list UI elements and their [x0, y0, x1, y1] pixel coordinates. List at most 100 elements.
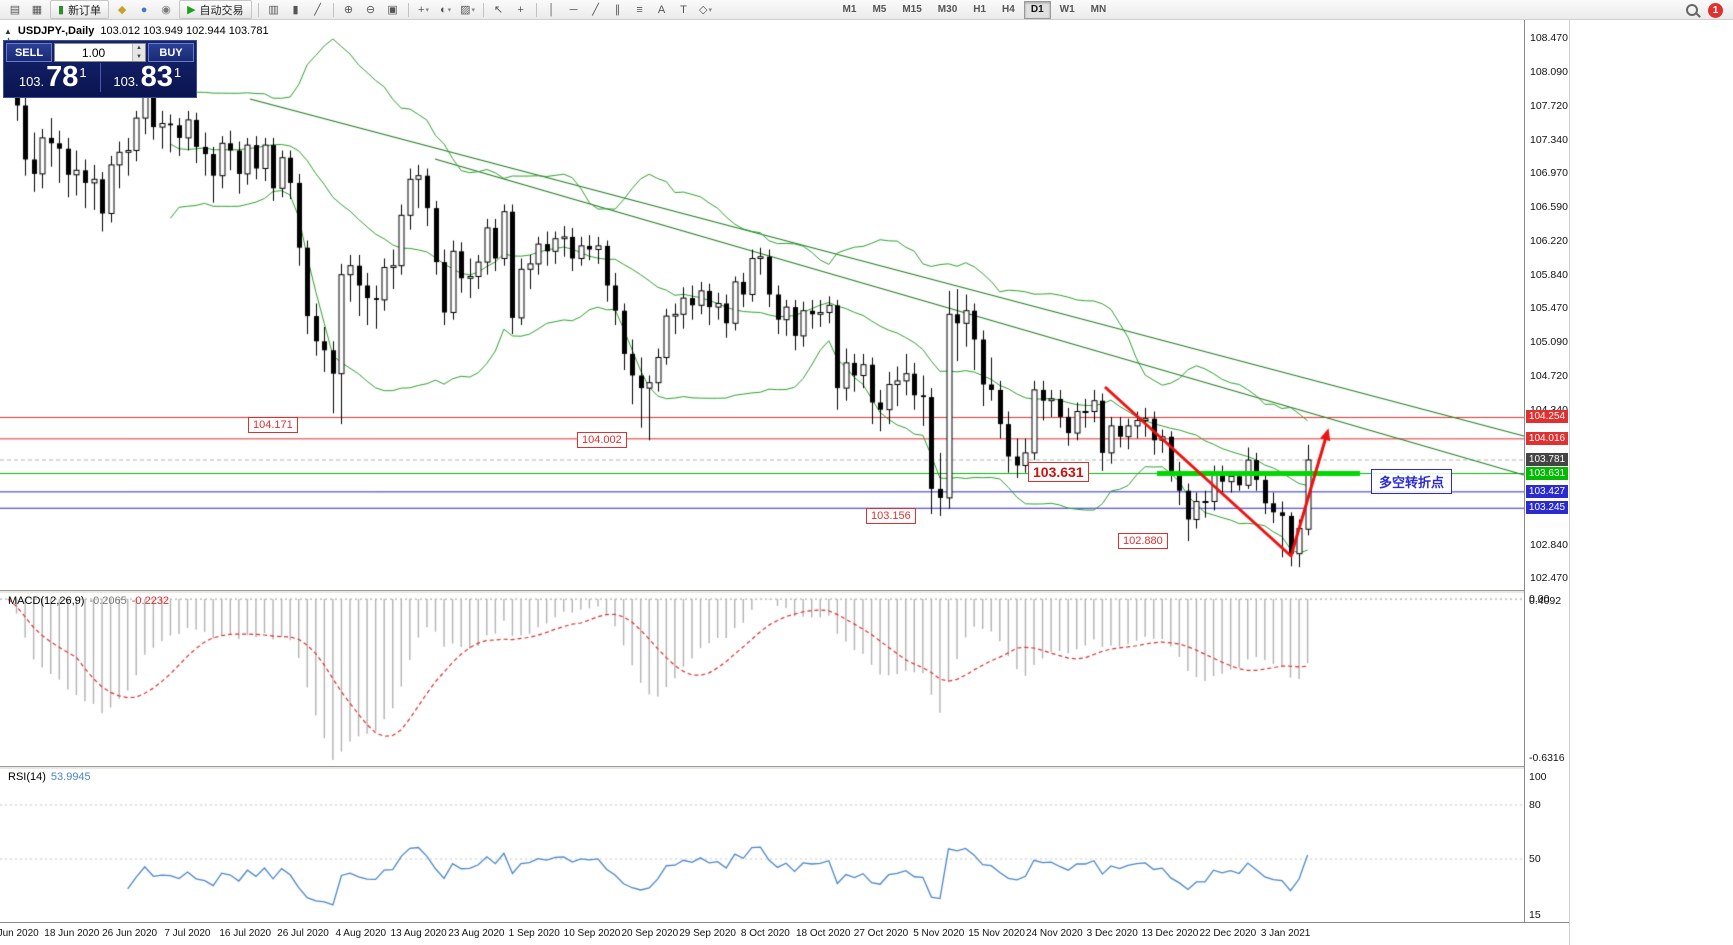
price-annotation-label[interactable]: 103.631 — [1028, 462, 1089, 482]
periods-icon[interactable]: ◐ ▾ — [439, 3, 452, 16]
one-click-collapse-icon[interactable]: ▲ — [4, 26, 12, 36]
new-order-button[interactable]: ▮ 新订单 — [50, 0, 110, 19]
autotrade-button[interactable]: ▶ 自动交易 — [179, 0, 252, 19]
price-badge: 104.254 — [1526, 410, 1568, 424]
macd-axis-zero: 0.00 — [1529, 593, 1550, 606]
price-axis-label: 106.220 — [1530, 234, 1568, 247]
current-price-badge: 103.781 — [1526, 453, 1568, 466]
fibonacci-icon[interactable]: ≡ — [636, 3, 643, 16]
timeframe-m1[interactable]: M1 — [842, 3, 857, 15]
chart-title-row: ▲ USDJPY-,Daily 103.012 103.949 102.944 … — [4, 25, 269, 37]
zoom-in-icon[interactable]: ⊕ — [343, 4, 354, 16]
templates-icon[interactable]: ▨ ▾ — [460, 4, 475, 16]
text-label-icon[interactable]: T — [680, 3, 687, 16]
toolbar: ▤ ▦ ▮ 新订单 ◆ ● ◉ ▶ 自动交易 ▥ ▮ ╱ ⊕ ⊖ ▣ + ▾ ◐ ▾ ▨ ▾ ↖ + │ ─ ╱ ∥ ≡ A T ◇ ▾ M1 M… — [0, 0, 1733, 20]
toolbar-separator — [482, 2, 484, 17]
buy-price[interactable]: 103. 83 1 — [103, 63, 193, 92]
timeframe-h1[interactable]: H1 — [973, 3, 987, 15]
price-axis[interactable]: 108.470 108.090 107.720 107.340 106.970 106.5… — [1524, 20, 1569, 922]
rsi-panel-canvas[interactable] — [0, 769, 1524, 922]
date-axis-label: 23 Aug 2020 — [448, 928, 505, 939]
macd-panel-canvas[interactable] — [0, 593, 1524, 766]
equidistant-channel-icon[interactable]: ∥ — [614, 4, 621, 16]
timeframe-h4[interactable]: H4 — [1002, 3, 1015, 15]
price-annotation-label[interactable]: 103.156 — [866, 508, 916, 524]
tile-windows-icon[interactable]: ▣ — [387, 4, 398, 16]
macd-axis-min: -0.6316 — [1529, 752, 1565, 764]
timeframe-m5[interactable]: M5 — [872, 3, 887, 15]
timeframe-w1[interactable]: W1 — [1059, 3, 1075, 15]
date-axis-label: 3 Jan 2021 — [1260, 928, 1311, 939]
date-axis-label: 15 Nov 2020 — [968, 928, 1025, 939]
price-axis-label: 105.090 — [1530, 336, 1568, 349]
cursor-icon[interactable]: ↖ — [493, 4, 504, 16]
timeframe-mn[interactable]: MN — [1090, 3, 1107, 15]
date-axis-label: 5 Nov 2020 — [913, 928, 965, 939]
vertical-line-icon[interactable]: │ — [548, 3, 555, 16]
chart-window-edge — [1569, 20, 1570, 945]
price-annotation-label[interactable]: 104.002 — [577, 432, 627, 448]
market-depth-icon[interactable]: ◉ — [161, 4, 171, 16]
price-axis-label: 105.840 — [1530, 268, 1568, 281]
ask-big-digits: 83 — [140, 61, 173, 93]
indicators-icon[interactable]: + ▾ — [418, 3, 429, 16]
line-chart-icon[interactable]: ╱ — [314, 4, 321, 16]
toolbar-separator — [407, 2, 409, 17]
ohlc-bars-icon[interactable]: ▥ — [268, 4, 279, 16]
price-axis-label: 102.840 — [1530, 538, 1568, 551]
indicators-icon-caret: ▾ — [425, 6, 429, 14]
date-axis-label: 29 Sep 2020 — [679, 928, 736, 939]
date-axis-label: 8 Oct 2020 — [740, 928, 790, 939]
date-axis-label: 20 Sep 2020 — [621, 928, 679, 939]
sell-price[interactable]: 103. 78 1 — [8, 63, 98, 92]
crosshair-icon[interactable]: + — [517, 3, 524, 16]
price-badge: 103.427 — [1526, 484, 1568, 498]
new-chart-icon[interactable]: ▤ — [9, 4, 21, 16]
price-annotation-label[interactable]: 104.171 — [248, 417, 298, 433]
date-axis-label: 13 Dec 2020 — [1141, 928, 1199, 939]
macd-panel-separator[interactable] — [0, 590, 1569, 593]
timeframe-m30[interactable]: M30 — [937, 3, 958, 15]
zoom-out-icon[interactable]: ⊖ — [365, 4, 376, 16]
volume-down-icon[interactable]: ▼ — [136, 53, 142, 60]
trendline-icon[interactable]: ╱ — [592, 4, 599, 16]
toolbar-separator — [257, 2, 259, 17]
horizontal-line-icon[interactable]: ─ — [569, 3, 578, 16]
toolbar-separator — [332, 2, 334, 17]
community-icon[interactable]: ● — [140, 3, 148, 16]
price-badge: 103.631 — [1526, 466, 1568, 480]
price-annotation-label[interactable]: 102.880 — [1118, 533, 1168, 549]
rsi-axis-label: 15 — [1529, 909, 1541, 921]
macd-label: MACD(12,26,9) -0.2065 -0.2232 — [8, 595, 169, 607]
arrows-icon[interactable]: ◇ ▾ — [699, 4, 713, 16]
buy-button[interactable]: BUY — [148, 43, 194, 62]
candlestick-icon[interactable]: ▮ — [292, 4, 299, 16]
notification-badge[interactable]: 1 — [1708, 2, 1723, 18]
main-chart-canvas[interactable] — [0, 20, 1524, 590]
rsi-axis-label: 100 — [1529, 771, 1547, 783]
search-icon[interactable] — [1686, 4, 1698, 16]
volume-input[interactable] — [55, 44, 132, 61]
rsi-panel-separator[interactable] — [0, 766, 1569, 769]
text-icon[interactable]: A — [657, 3, 666, 16]
metaeditor-icon[interactable]: ◆ — [117, 4, 127, 16]
turning-point-note[interactable]: 多空转折点 — [1371, 469, 1453, 494]
volume-stepper[interactable]: ▲ ▼ — [54, 43, 146, 62]
new-order-button-label: 新订单 — [68, 4, 102, 17]
date-axis-label: 27 Oct 2020 — [853, 928, 909, 939]
timeframe-m15[interactable]: M15 — [902, 3, 922, 15]
sell-button[interactable]: SELL — [6, 43, 52, 62]
volume-spin-buttons[interactable]: ▲ ▼ — [132, 44, 145, 61]
toolbar-separator — [535, 2, 537, 17]
rsi-axis-label: 50 — [1529, 853, 1541, 865]
volume-up-icon[interactable]: ▲ — [136, 45, 142, 51]
date-axis-label: 26 Jul 2020 — [277, 928, 329, 939]
macd-axis-max: 0.4092 — [1529, 595, 1562, 607]
new-order-button-icon: ▮ — [58, 4, 65, 16]
one-click-trading-panel: SELL ▲ ▼ BUY 103. 78 1 103. 83 1 — [3, 40, 197, 98]
profiles-icon[interactable]: ▦ — [31, 4, 43, 16]
timeframe-d1[interactable]: D1 — [1023, 0, 1051, 19]
bid-big-digits: 78 — [46, 61, 79, 93]
date-axis-label: 7 Jul 2020 — [164, 928, 211, 939]
